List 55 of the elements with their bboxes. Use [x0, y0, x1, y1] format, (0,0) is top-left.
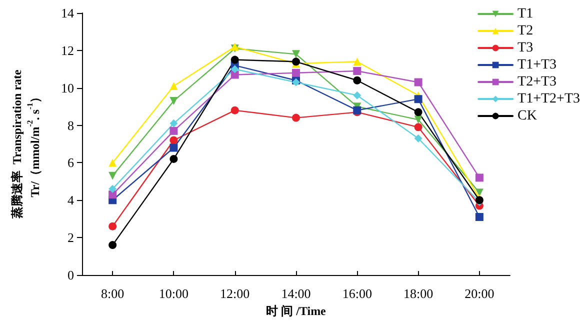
point	[414, 123, 422, 132]
y-tick-label: 2	[68, 230, 74, 246]
point	[353, 58, 362, 66]
point	[170, 126, 178, 135]
x-tick-label: 12:00	[220, 286, 250, 301]
point	[108, 241, 117, 250]
point	[414, 134, 422, 142]
point	[292, 50, 300, 58]
x-axis-title: 时 间 /Time	[266, 304, 327, 318]
x-tick-label: 10:00	[158, 286, 189, 301]
point	[170, 96, 178, 105]
x-tick-label: 16:00	[342, 286, 372, 301]
y-tick-label: 8	[68, 118, 74, 133]
x-tick-label: 18:00	[403, 286, 434, 301]
point	[230, 70, 239, 79]
point	[170, 82, 178, 90]
point	[108, 190, 117, 199]
x-tick-label: 8:00	[101, 286, 124, 301]
legend-label: T1	[518, 6, 534, 22]
point	[170, 154, 178, 163]
point	[230, 65, 239, 74]
point	[108, 184, 117, 193]
y-tick-label: 6	[68, 155, 74, 170]
point	[353, 76, 362, 84]
point	[414, 108, 422, 116]
legend-label: T3	[518, 40, 534, 56]
legend-label: T1+T3	[518, 58, 557, 72]
y-tick-label: 4	[68, 192, 74, 208]
legend-label: T2+T3	[518, 74, 557, 90]
y-tick-label: 14	[61, 6, 74, 20]
point	[108, 158, 117, 167]
legend-label: CK	[518, 108, 538, 124]
legend-label: T1+T2+T3	[518, 92, 580, 106]
point	[170, 144, 178, 152]
point	[475, 212, 484, 221]
y-tick-label: 12	[61, 42, 74, 58]
point	[108, 222, 117, 230]
point	[414, 116, 422, 124]
point	[414, 78, 422, 86]
point	[353, 91, 362, 100]
y-tick-label: 0	[68, 268, 74, 282]
point	[475, 174, 484, 182]
point	[414, 95, 422, 104]
point	[108, 172, 117, 180]
x-tick-label: 20:00	[464, 286, 494, 301]
point	[170, 136, 178, 144]
x-tick-label: 14:00	[281, 286, 311, 301]
point	[292, 68, 300, 77]
point	[292, 114, 300, 122]
y-tick-label: 10	[61, 80, 74, 96]
point	[230, 56, 239, 64]
legend-label: T2	[518, 24, 534, 38]
point	[353, 67, 362, 76]
point	[230, 106, 239, 114]
point	[170, 119, 178, 128]
